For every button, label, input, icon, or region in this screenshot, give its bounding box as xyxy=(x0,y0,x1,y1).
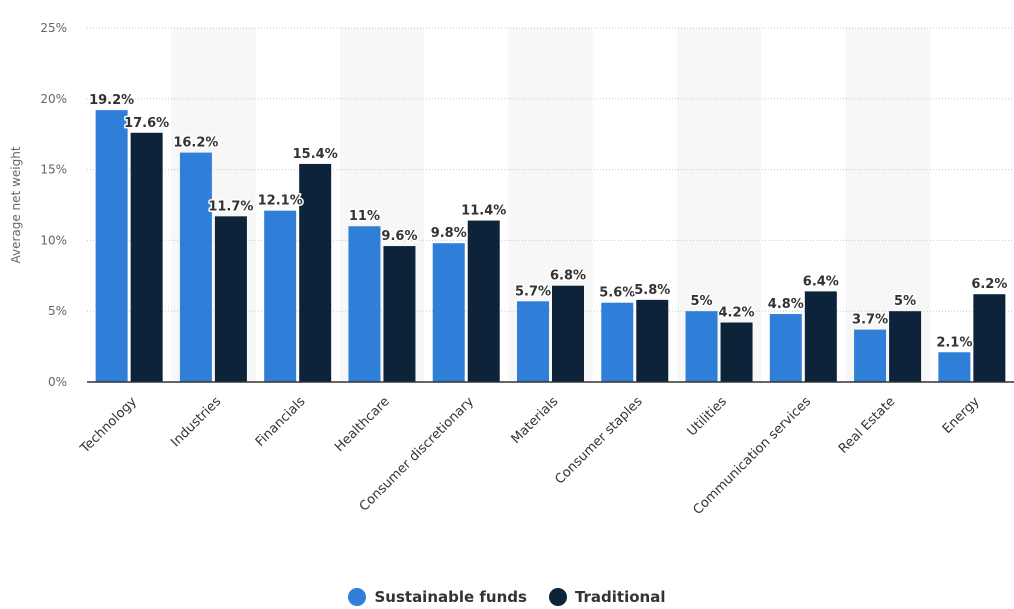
legend: Sustainable funds Traditional xyxy=(0,588,1014,606)
bar-chart: 0% 5% 10% 15% 20% 25% Technology Industries Fin… xyxy=(9,21,1014,518)
x-tick-label: Utilities xyxy=(685,394,730,439)
legend-label-sustainable: Sustainable funds xyxy=(374,588,527,606)
y-tick-label: 25% xyxy=(40,21,67,35)
x-tick-label: Energy xyxy=(940,394,983,437)
bar-sustainable xyxy=(264,210,297,382)
data-label: 19.2% xyxy=(89,93,134,108)
data-label: 17.6% xyxy=(124,116,169,131)
bar-sustainable xyxy=(432,243,465,382)
bar-sustainable xyxy=(601,302,634,382)
y-axis-label: Average net weight xyxy=(9,146,23,263)
data-labels: 19.2% 17.6% 16.2% 11.7% 12.1% 15.4% 11%9.6% 9.8… xyxy=(88,92,1009,352)
data-label: 2.1% xyxy=(936,335,972,350)
data-label: 15.4% xyxy=(293,147,338,162)
y-tick-label: 15% xyxy=(40,163,67,177)
data-label: 5% xyxy=(894,294,916,309)
bar-traditional xyxy=(720,322,753,382)
data-label: 9.6% xyxy=(381,229,417,244)
data-label: 11% xyxy=(349,209,380,224)
y-axis-ticks: 0% 5% 10% 15% 20% 25% xyxy=(40,21,67,389)
bar-sustainable xyxy=(685,311,718,382)
bar-sustainable xyxy=(95,110,128,383)
data-label: 11.4% xyxy=(461,204,506,219)
data-label: 5% xyxy=(691,294,713,309)
x-tick-label: Materials xyxy=(509,394,562,447)
bar-traditional xyxy=(636,299,669,382)
legend-dot-sustainable-icon xyxy=(348,588,367,606)
bar-sustainable xyxy=(517,301,549,382)
data-label: 11.7% xyxy=(208,199,253,214)
data-label: 6.2% xyxy=(971,277,1007,292)
bar-traditional xyxy=(552,285,584,382)
bar-traditional xyxy=(299,163,332,382)
y-tick-label: 10% xyxy=(40,233,67,247)
x-tick-label: Technology xyxy=(77,394,140,457)
y-tick-label: 20% xyxy=(40,92,67,106)
legend-item-sustainable[interactable]: Sustainable funds xyxy=(348,588,527,606)
data-label: 4.8% xyxy=(768,297,804,312)
bar-sustainable xyxy=(348,226,381,382)
data-label: 3.7% xyxy=(852,313,888,328)
bar-traditional xyxy=(383,246,416,382)
data-label: 6.4% xyxy=(803,274,839,289)
bar-sustainable xyxy=(179,152,212,382)
data-label: 12.1% xyxy=(258,194,303,209)
data-label: 5.6% xyxy=(599,286,635,301)
bar-sustainable xyxy=(769,314,802,382)
category-bands xyxy=(171,28,930,382)
data-label: 16.2% xyxy=(173,136,218,151)
data-label: 9.8% xyxy=(431,226,467,241)
bar-sustainable xyxy=(854,329,887,382)
x-tick-label: Financials xyxy=(253,394,309,450)
x-tick-label: Real Estate xyxy=(836,394,898,456)
legend-label-traditional: Traditional xyxy=(574,588,666,606)
legend-dot-traditional-icon xyxy=(548,588,567,606)
bar-traditional xyxy=(889,311,922,382)
x-tick-label: Industries xyxy=(168,394,224,450)
bar-traditional xyxy=(130,132,163,382)
bar-traditional xyxy=(973,294,1006,382)
y-tick-label: 0% xyxy=(48,375,67,389)
data-label: 6.8% xyxy=(550,269,586,284)
x-tick-label: Healthcare xyxy=(332,394,393,455)
bar-sustainable xyxy=(938,352,971,382)
y-tick-label: 5% xyxy=(48,304,67,318)
data-label: 4.2% xyxy=(719,306,755,321)
legend-item-traditional[interactable]: Traditional xyxy=(548,588,666,606)
bar-traditional xyxy=(804,291,837,382)
x-tick-label: Consumer staples xyxy=(552,394,645,487)
x-axis-categories: Technology Industries Financials Healthcare… xyxy=(77,394,983,518)
data-label: 5.8% xyxy=(634,283,670,298)
bar-traditional xyxy=(214,216,247,382)
bar-traditional xyxy=(467,220,500,382)
data-label: 5.7% xyxy=(515,284,551,299)
bars xyxy=(95,110,1006,383)
